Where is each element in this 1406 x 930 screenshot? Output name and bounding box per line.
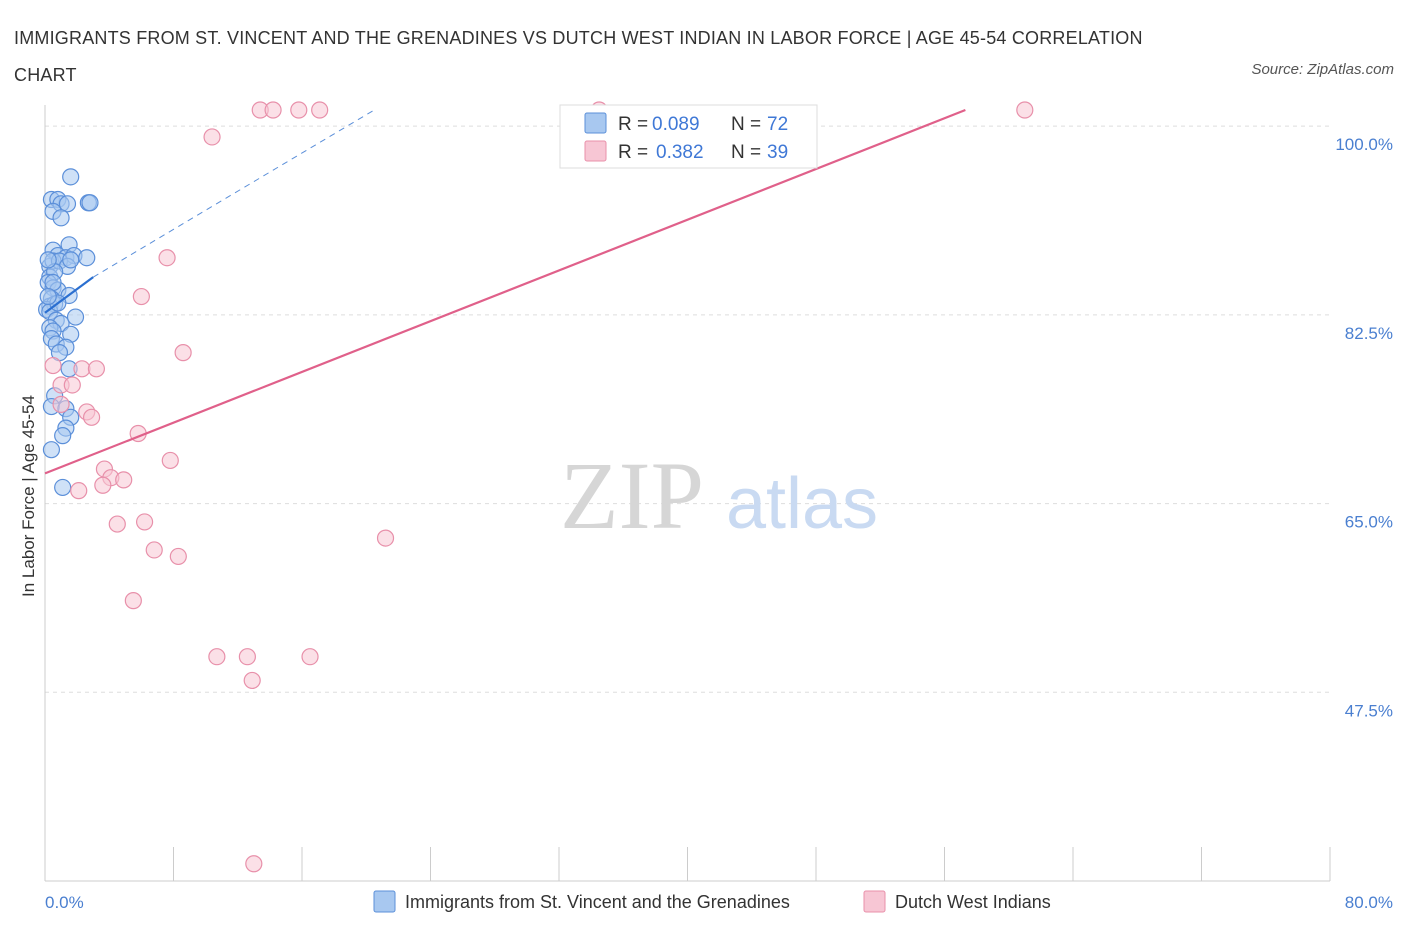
data-points xyxy=(38,101,1034,873)
pink-data-point xyxy=(52,395,70,413)
legend-r-label-1: R = xyxy=(618,142,648,163)
blue-data-point xyxy=(39,287,57,306)
axes xyxy=(44,105,1331,882)
pink-data-point xyxy=(290,101,308,119)
pink-data-point xyxy=(174,344,192,362)
pink-data-point xyxy=(73,360,91,378)
legend-swatch-blue xyxy=(584,112,607,134)
blue-data-point xyxy=(81,194,99,212)
pink-data-point xyxy=(158,249,176,267)
y-tick-label: 65.0% xyxy=(1345,513,1393,532)
bottom-legend-swatch-pink xyxy=(863,890,886,913)
blue-data-point xyxy=(78,249,96,267)
pink-data-point xyxy=(208,648,226,666)
pink-data-point xyxy=(135,513,154,531)
pink-data-point xyxy=(243,671,261,690)
pink-data-point xyxy=(94,476,112,494)
legend-r-label-0: R = xyxy=(618,114,648,135)
trend-lines xyxy=(44,108,966,475)
pink-data-point xyxy=(70,482,88,500)
blue-data-point xyxy=(54,427,72,445)
legend-n-label-1: N = xyxy=(731,142,761,163)
y-axis-label: In Labor Force | Age 45-54 xyxy=(19,395,38,597)
blue-data-point xyxy=(54,478,72,497)
legend-r-value-0: 0.089 xyxy=(652,114,700,135)
blue-data-point xyxy=(62,168,80,186)
pink-data-point xyxy=(115,471,133,489)
pink-data-point xyxy=(63,376,81,394)
pink-data-point xyxy=(82,408,101,426)
pink-data-point xyxy=(44,356,62,375)
legend-n-value-0: 72 xyxy=(767,114,788,135)
legend-n-label-0: N = xyxy=(731,114,761,135)
pink-data-point xyxy=(376,529,395,547)
pink-data-point xyxy=(169,547,187,566)
blue-data-point xyxy=(42,441,61,459)
pink-data-point xyxy=(132,287,150,306)
blue-data-point xyxy=(58,195,77,213)
pink-data-point xyxy=(124,592,142,610)
blue-trend-extension xyxy=(92,109,375,278)
pink-data-point xyxy=(108,515,126,533)
x-tick-label-max: 80.0% xyxy=(1345,893,1393,912)
bottom-legend: Immigrants from St. Vincent and the Gren… xyxy=(373,890,1051,913)
bottom-legend-swatch-blue xyxy=(373,890,396,913)
source-label: Source: ZipAtlas.com xyxy=(1251,61,1394,78)
pink-data-point xyxy=(301,648,319,666)
blue-data-point xyxy=(66,308,85,326)
x-tick-label-min: 0.0% xyxy=(45,893,84,912)
legend-n-value-1: 39 xyxy=(767,142,788,163)
tick-labels: 47.5% 65.0% 82.5% 100.0% 0.0% 80.0% xyxy=(45,135,1393,912)
pink-data-point xyxy=(161,451,179,470)
blue-trend-line xyxy=(44,276,94,314)
y-tick-label: 100.0% xyxy=(1335,135,1393,154)
legend-swatch-pink xyxy=(584,140,607,162)
bottom-legend-label-0: Immigrants from St. Vincent and the Gren… xyxy=(405,892,790,912)
y-tick-label: 47.5% xyxy=(1345,701,1393,720)
pink-data-point xyxy=(87,360,106,378)
pink-data-point xyxy=(1016,101,1034,119)
pink-data-point xyxy=(203,128,221,146)
blue-data-point xyxy=(62,251,80,269)
pink-data-point xyxy=(145,541,163,559)
pink-trend-line xyxy=(44,108,966,475)
pink-data-point xyxy=(264,101,282,119)
pink-data-point xyxy=(238,648,256,666)
grid-lines xyxy=(45,125,1330,693)
chart-title: IMMIGRANTS FROM ST. VINCENT AND THE GREN… xyxy=(14,28,1143,85)
y-tick-label: 82.5% xyxy=(1345,324,1393,343)
watermark-atlas: atlas xyxy=(726,464,878,544)
top-legend: R = 0.089 N = 72 R = 0.382 N = 39 xyxy=(559,104,818,169)
watermark-zip: ZIP xyxy=(560,442,704,549)
pink-data-point xyxy=(245,855,263,873)
blue-data-point xyxy=(52,209,70,227)
bottom-legend-label-1: Dutch West Indians xyxy=(895,892,1051,912)
pink-data-point xyxy=(311,101,329,119)
legend-r-value-1: 0.382 xyxy=(656,142,704,163)
blue-data-point xyxy=(39,251,57,269)
